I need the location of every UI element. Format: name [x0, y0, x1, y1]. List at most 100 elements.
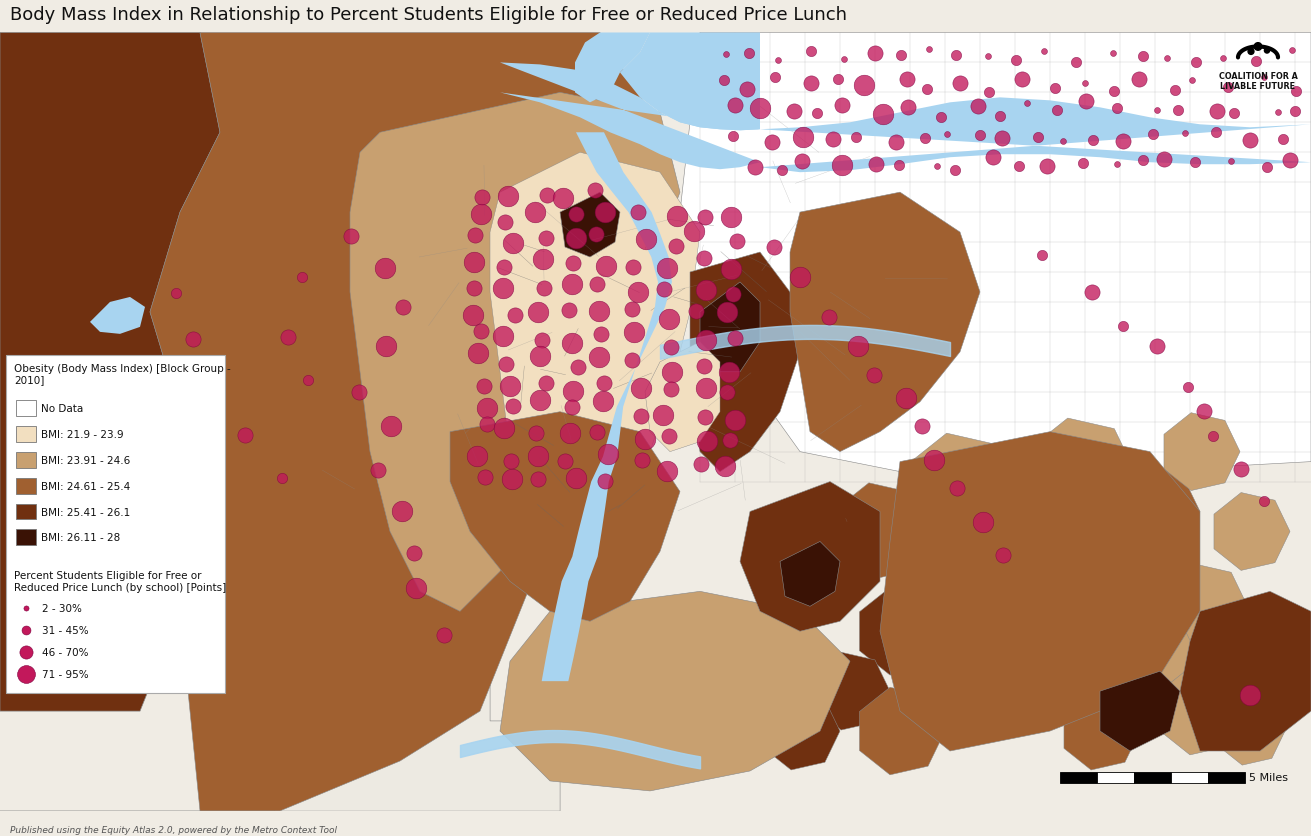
Point [827, 73, 848, 86]
Point [694, 252, 714, 265]
Point [477, 418, 498, 431]
Point [594, 377, 615, 390]
Point [1256, 161, 1277, 175]
Point [717, 306, 738, 319]
Point [772, 164, 793, 177]
Point [530, 394, 551, 407]
Point [1248, 41, 1269, 54]
Point [566, 232, 587, 246]
Point [496, 217, 517, 230]
Text: BMI: 23.91 - 24.6: BMI: 23.91 - 24.6 [41, 455, 130, 465]
Polygon shape [499, 592, 850, 791]
Point [1016, 97, 1037, 110]
Point [555, 455, 576, 468]
Point [165, 287, 186, 300]
Polygon shape [1059, 548, 1145, 635]
Polygon shape [490, 153, 700, 562]
Point [391, 504, 412, 517]
Polygon shape [860, 588, 945, 675]
Polygon shape [1210, 608, 1295, 696]
Point [657, 465, 678, 478]
Bar [1134, 772, 1171, 783]
Point [182, 333, 203, 346]
Point [586, 278, 607, 291]
Point [535, 232, 556, 245]
Point [632, 454, 653, 467]
Point [492, 282, 513, 295]
Point [654, 283, 675, 296]
Point [1272, 133, 1293, 146]
Point [658, 313, 679, 326]
Point [724, 99, 745, 113]
Point [568, 361, 589, 375]
Point [16, 668, 37, 681]
Point [763, 241, 784, 254]
Bar [16, 400, 35, 416]
Point [1184, 156, 1205, 170]
Polygon shape [149, 33, 650, 811]
Polygon shape [690, 252, 800, 472]
Point [1164, 84, 1185, 98]
Point [714, 460, 735, 473]
Point [404, 546, 425, 559]
Point [865, 158, 886, 171]
Bar [16, 530, 35, 546]
Point [494, 261, 515, 274]
Point [738, 48, 759, 61]
Point [1156, 53, 1177, 66]
Point [978, 50, 999, 64]
Point [898, 101, 919, 115]
Point [393, 300, 414, 314]
Polygon shape [791, 193, 981, 452]
Bar [16, 504, 35, 520]
Point [493, 330, 514, 344]
Point [1083, 135, 1104, 148]
Point [1147, 340, 1168, 354]
Polygon shape [275, 502, 560, 811]
Point [499, 380, 520, 393]
Point [1037, 161, 1058, 174]
Point [1074, 77, 1095, 90]
Point [1112, 135, 1133, 149]
Point [970, 130, 991, 143]
Point [789, 271, 810, 284]
Point [586, 426, 607, 439]
Polygon shape [1155, 563, 1249, 660]
Point [502, 400, 523, 413]
Point [992, 132, 1013, 145]
Point [696, 382, 717, 395]
Point [1245, 55, 1266, 69]
Point [635, 433, 656, 446]
Point [737, 84, 758, 97]
Point [594, 206, 615, 219]
Point [1072, 157, 1093, 171]
Text: 46 - 70%: 46 - 70% [42, 647, 89, 657]
Polygon shape [1105, 613, 1200, 710]
Point [472, 191, 493, 204]
Point [806, 108, 827, 121]
Point [949, 78, 970, 91]
Polygon shape [1105, 463, 1200, 560]
Polygon shape [1159, 667, 1245, 755]
Point [696, 283, 717, 297]
Bar [1171, 772, 1207, 783]
Polygon shape [739, 482, 880, 631]
Bar [16, 452, 35, 468]
Point [463, 309, 484, 323]
Point [831, 159, 852, 172]
Point [631, 382, 652, 395]
Point [691, 458, 712, 472]
Polygon shape [350, 94, 680, 612]
Point [524, 206, 545, 220]
Point [291, 272, 312, 285]
Point [1113, 320, 1134, 334]
Point [801, 77, 822, 90]
Polygon shape [0, 502, 560, 811]
Point [1011, 74, 1032, 87]
Point [1129, 73, 1150, 86]
Point [497, 190, 518, 203]
Point [971, 516, 992, 529]
Point [271, 472, 292, 485]
Point [405, 582, 426, 595]
Bar [16, 426, 35, 442]
